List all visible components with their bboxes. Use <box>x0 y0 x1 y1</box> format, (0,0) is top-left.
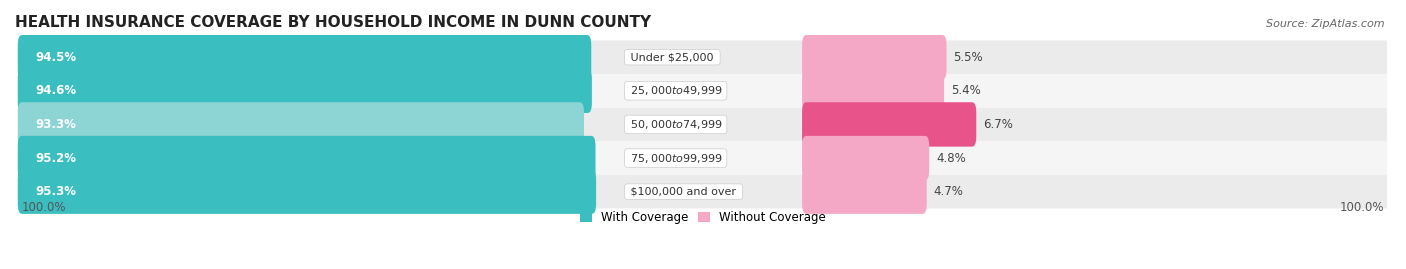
Text: 100.0%: 100.0% <box>1340 200 1384 214</box>
Text: HEALTH INSURANCE COVERAGE BY HOUSEHOLD INCOME IN DUNN COUNTY: HEALTH INSURANCE COVERAGE BY HOUSEHOLD I… <box>15 15 651 30</box>
Text: 94.6%: 94.6% <box>35 84 77 97</box>
FancyBboxPatch shape <box>801 35 946 79</box>
FancyBboxPatch shape <box>18 69 592 113</box>
FancyBboxPatch shape <box>18 35 592 79</box>
FancyBboxPatch shape <box>20 141 1386 175</box>
FancyBboxPatch shape <box>20 40 1386 74</box>
FancyBboxPatch shape <box>801 102 976 147</box>
Text: 5.5%: 5.5% <box>953 51 983 64</box>
Text: 94.5%: 94.5% <box>35 51 77 64</box>
Text: Source: ZipAtlas.com: Source: ZipAtlas.com <box>1267 19 1385 29</box>
Text: Under $25,000: Under $25,000 <box>627 52 717 62</box>
Text: 6.7%: 6.7% <box>983 118 1014 131</box>
FancyBboxPatch shape <box>20 108 1386 141</box>
FancyBboxPatch shape <box>801 169 927 214</box>
Text: 93.3%: 93.3% <box>35 118 76 131</box>
Text: $25,000 to $49,999: $25,000 to $49,999 <box>627 84 724 97</box>
Text: 5.4%: 5.4% <box>950 84 981 97</box>
FancyBboxPatch shape <box>20 175 1386 208</box>
Text: 4.7%: 4.7% <box>934 185 963 198</box>
FancyBboxPatch shape <box>18 169 596 214</box>
Text: $100,000 and over: $100,000 and over <box>627 187 740 197</box>
Text: 95.2%: 95.2% <box>35 151 77 165</box>
Text: 4.8%: 4.8% <box>936 151 966 165</box>
Text: 95.3%: 95.3% <box>35 185 77 198</box>
FancyBboxPatch shape <box>801 136 929 180</box>
Text: $75,000 to $99,999: $75,000 to $99,999 <box>627 151 724 165</box>
Text: 100.0%: 100.0% <box>22 200 66 214</box>
FancyBboxPatch shape <box>801 69 943 113</box>
FancyBboxPatch shape <box>20 74 1386 108</box>
FancyBboxPatch shape <box>18 102 583 147</box>
FancyBboxPatch shape <box>18 136 596 180</box>
Legend: With Coverage, Without Coverage: With Coverage, Without Coverage <box>575 207 831 229</box>
Text: $50,000 to $74,999: $50,000 to $74,999 <box>627 118 724 131</box>
